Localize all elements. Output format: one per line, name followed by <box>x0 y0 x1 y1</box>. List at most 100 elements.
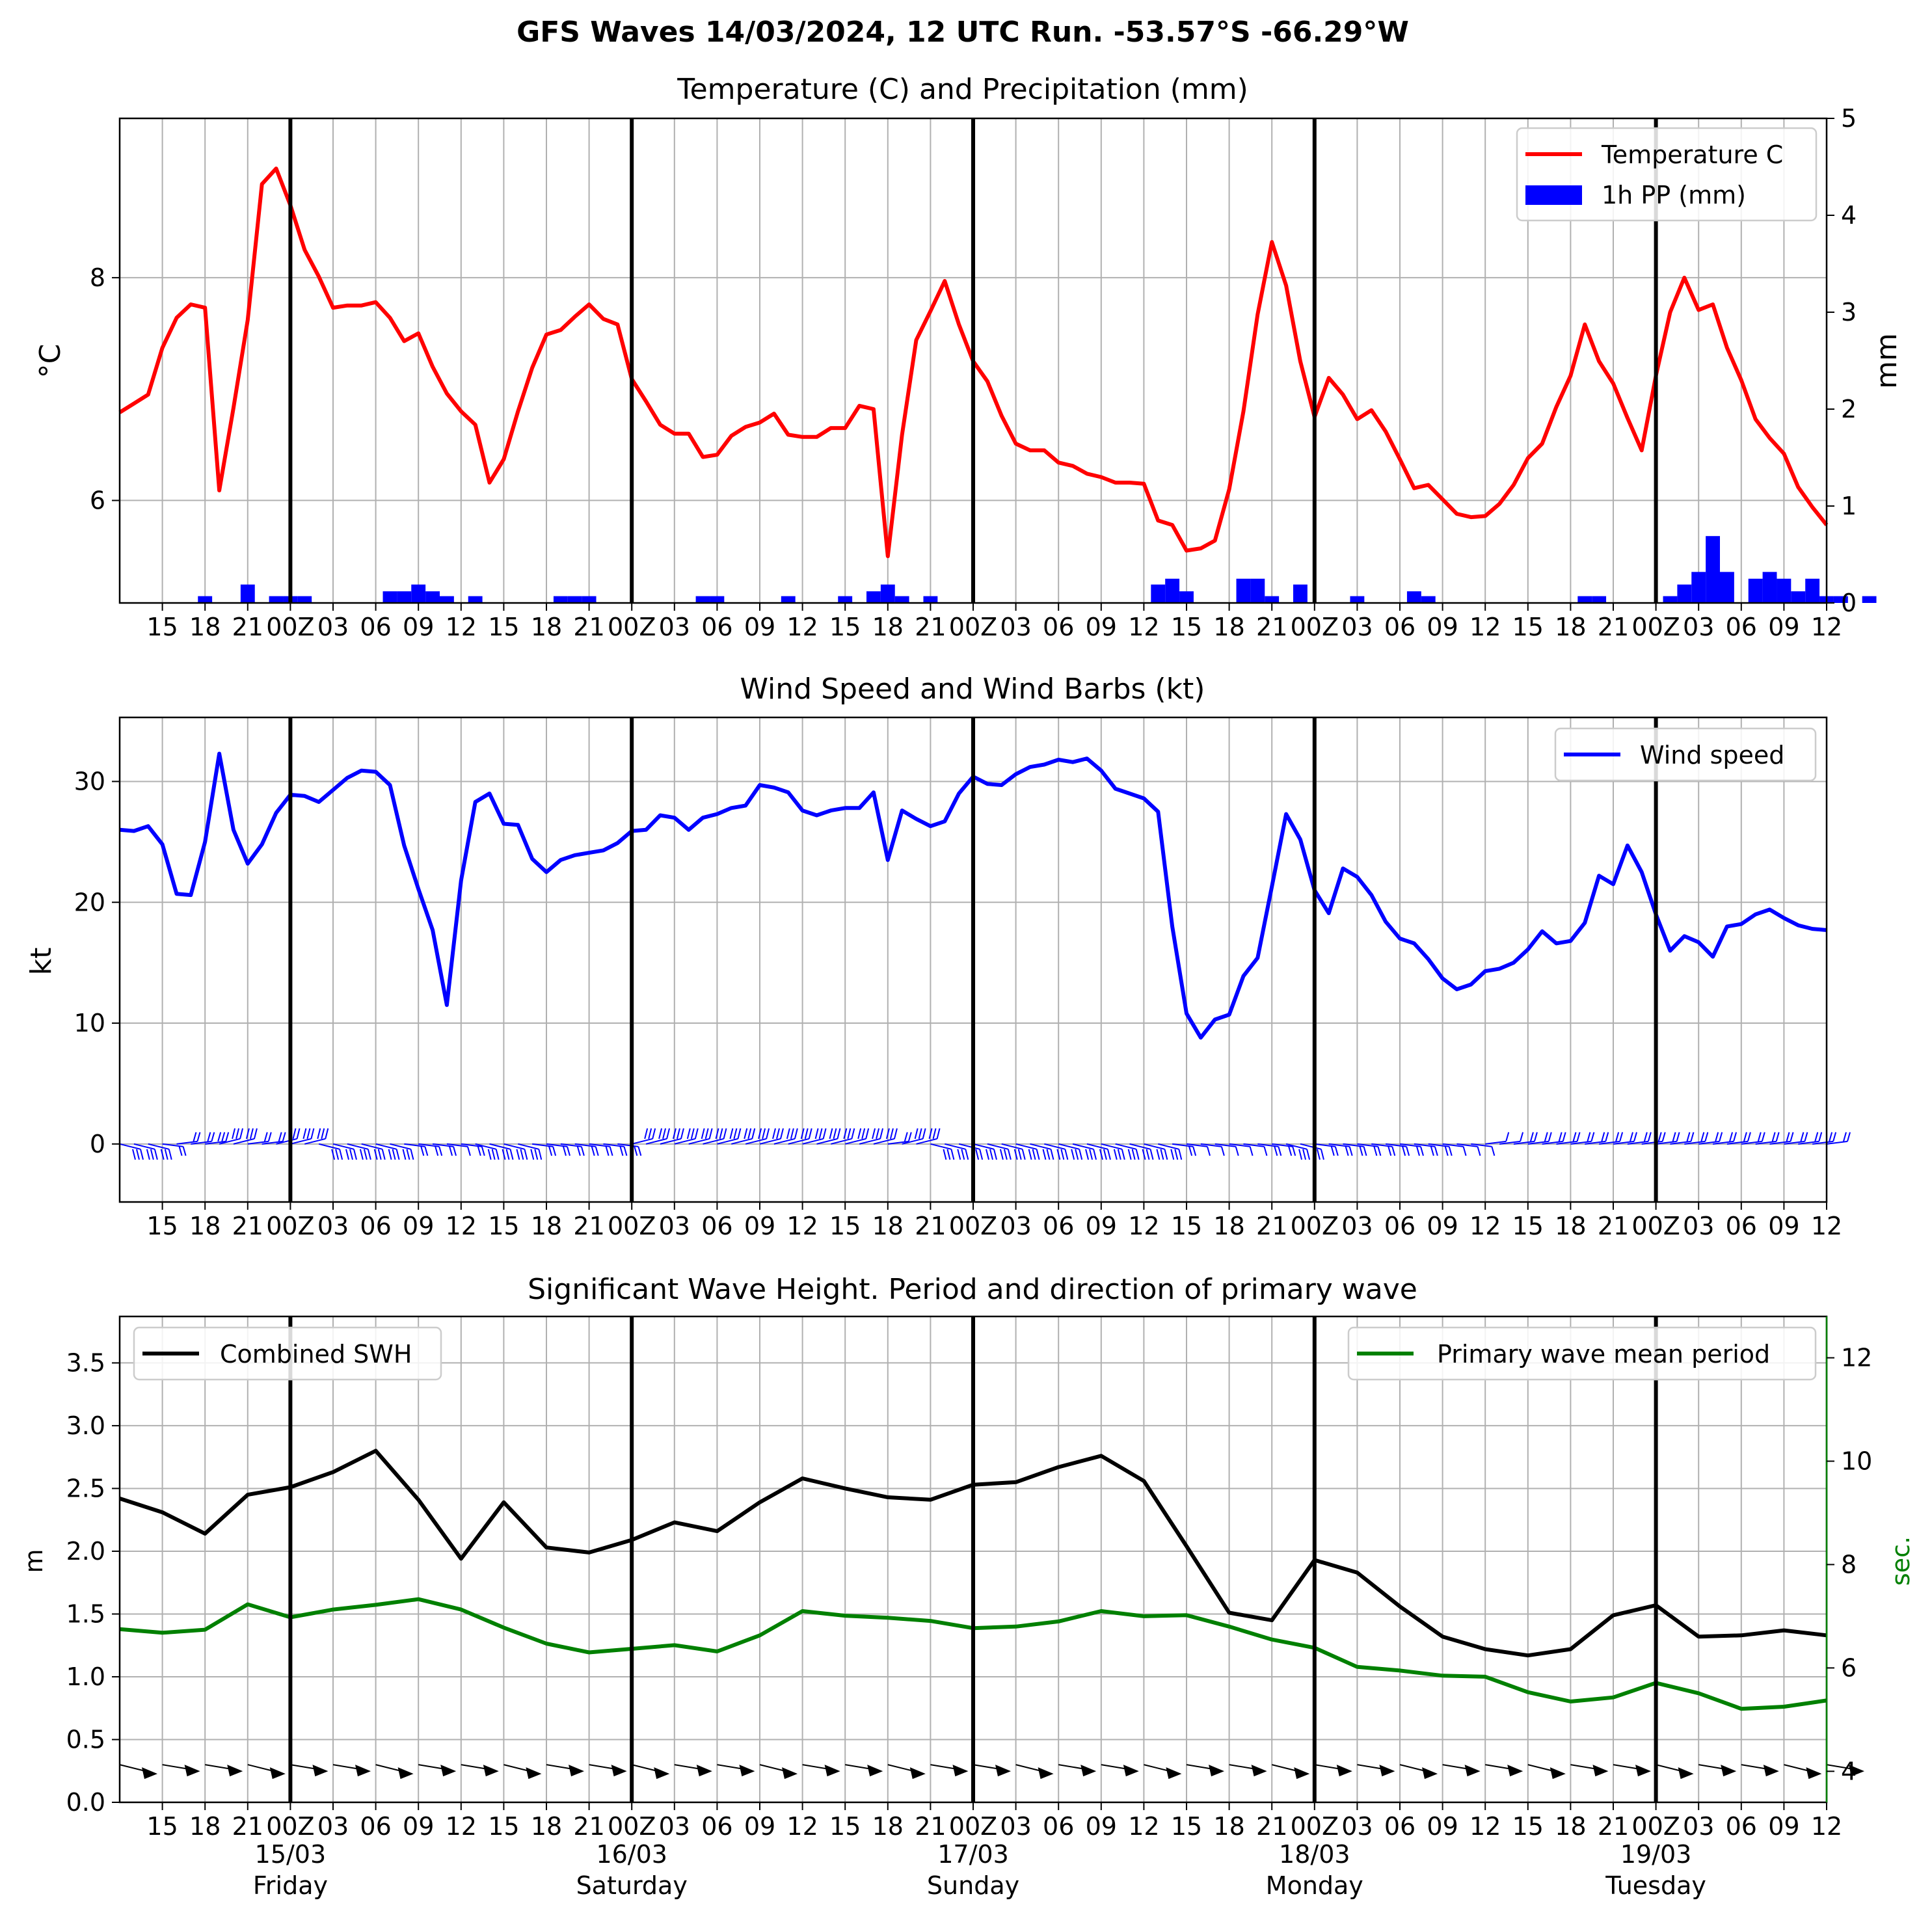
arrow-head <box>1336 1765 1352 1777</box>
barb-shaft <box>887 1140 909 1145</box>
wind-panel: Wind Speed and Wind Barbs (kt) 0 10 20 30 1… <box>25 673 1851 1240</box>
barb-flag <box>936 1128 941 1140</box>
x-tick-label: 09 <box>744 1812 775 1841</box>
x-tick-label: 00Z <box>1291 1212 1339 1240</box>
barb-flag <box>449 1146 453 1156</box>
barb-flag <box>1757 1132 1762 1142</box>
barb-flag <box>986 1149 989 1160</box>
x-tick-label: 06 <box>1726 613 1757 641</box>
barb-flag <box>132 1149 136 1160</box>
barb-flag <box>1843 1132 1847 1142</box>
barb-shaft <box>1086 1143 1108 1150</box>
barb-shaft <box>1200 1143 1222 1147</box>
wind-barb <box>1570 1132 1595 1145</box>
y-tick-label: 2.0 <box>66 1537 105 1566</box>
arrow-head <box>1294 1767 1310 1780</box>
barb-flag <box>325 1128 329 1140</box>
wave-direction-arrow <box>418 1764 457 1777</box>
x-tick-label: 12 <box>1811 1812 1842 1841</box>
wind-barb <box>603 1143 628 1156</box>
precip-bar <box>1720 572 1734 603</box>
wave-direction-arrow <box>930 1764 969 1777</box>
wind-barb <box>375 1143 400 1160</box>
wave-x-ticks: 15 18 21 00Z 03 06 09 12 15 18 21 00Z 03 06 09 12 15 18 21… <box>146 1802 1842 1841</box>
wind-barb <box>1172 1143 1197 1156</box>
barb-flag <box>737 1128 742 1140</box>
precip-bar <box>1706 536 1720 603</box>
barb-shaft <box>1285 1143 1308 1150</box>
x-tick-label: 18 <box>1555 613 1586 641</box>
barb-flag <box>576 1146 581 1156</box>
barb-flag <box>758 1128 762 1140</box>
wind-barb <box>745 1128 770 1145</box>
barb-flag <box>704 1128 709 1140</box>
wind-barb <box>1585 1132 1609 1145</box>
barb-flag <box>1690 1132 1695 1142</box>
barb-flag <box>406 1149 410 1160</box>
precip-bar <box>1862 596 1877 603</box>
x-tick-label: 03 <box>1000 1212 1031 1240</box>
wind-barb <box>1641 1132 1666 1145</box>
barb-flag <box>1142 1149 1146 1160</box>
arrow-head <box>1507 1765 1523 1777</box>
barb-flag <box>822 1128 827 1140</box>
y-tick-label: 20 <box>74 888 105 916</box>
wave-direction-arrow <box>1698 1764 1737 1777</box>
barb-flag <box>719 1128 723 1140</box>
barb-flag <box>420 1146 425 1156</box>
x-tick-label: 00Z <box>608 1812 656 1841</box>
x-tick-label: 06 <box>1043 613 1074 641</box>
barb-flag <box>1316 1149 1321 1160</box>
barb-shaft <box>930 1143 952 1150</box>
x-tick-label: 03 <box>1683 613 1714 641</box>
barb-shaft <box>1343 1143 1364 1147</box>
wind-barb <box>1698 1132 1723 1145</box>
precip-bar <box>553 596 568 603</box>
temperature-day-lines <box>288 118 1658 603</box>
barb-flag <box>623 1146 628 1156</box>
barb-flag <box>1743 1132 1747 1142</box>
barb-flag <box>367 1149 371 1160</box>
precip-bar <box>1791 591 1806 603</box>
barb-flag <box>652 1128 656 1140</box>
barb-shaft <box>247 1140 269 1145</box>
barb-flag <box>808 1128 812 1140</box>
barb-flag <box>804 1128 809 1140</box>
temperature-x-ticks: 15 18 21 00Z 03 06 09 12 15 18 21 00Z 03 06 09 12 15 18 21… <box>146 603 1842 641</box>
barb-flag <box>1786 1132 1790 1142</box>
x-tick-label: 00Z <box>949 1812 997 1841</box>
wind-barb <box>1784 1132 1808 1145</box>
x-tick-label: 15 <box>146 1212 178 1240</box>
barb-flag <box>914 1128 919 1140</box>
wind-barb <box>1684 1132 1709 1145</box>
barb-shaft <box>361 1143 382 1150</box>
barb-flag <box>865 1128 870 1140</box>
x-tick-label: 15 <box>1512 1212 1544 1240</box>
x-tick-label: 09 <box>1427 1212 1458 1240</box>
barb-flag <box>1790 1132 1794 1142</box>
wind-barb <box>1129 1143 1154 1160</box>
barb-flag <box>296 1128 301 1140</box>
x-tick-label: 12 <box>1469 1812 1501 1841</box>
barb-flag <box>1220 1146 1225 1156</box>
barb-flag <box>1829 1132 1833 1142</box>
barb-shaft <box>1428 1143 1449 1147</box>
precip-bar <box>440 596 454 603</box>
barb-shaft <box>1001 1143 1023 1150</box>
wind-barb <box>1272 1143 1296 1156</box>
precip-bar <box>1577 596 1592 603</box>
precip-bar <box>297 596 312 603</box>
wind-barb <box>489 1143 514 1160</box>
barb-shaft <box>844 1138 866 1145</box>
x-tick-label: 00Z <box>949 1212 997 1240</box>
barb-flag <box>580 1146 585 1156</box>
wind-barb <box>1442 1143 1467 1156</box>
precip-bar <box>1350 596 1365 603</box>
barb-shaft <box>418 1143 440 1147</box>
barb-shaft <box>432 1143 454 1147</box>
x-tick-label: 06 <box>1043 1212 1074 1240</box>
wind-barb <box>1599 1132 1624 1145</box>
arrow-head <box>355 1765 371 1777</box>
x-tick-label: 12 <box>1128 1212 1159 1240</box>
